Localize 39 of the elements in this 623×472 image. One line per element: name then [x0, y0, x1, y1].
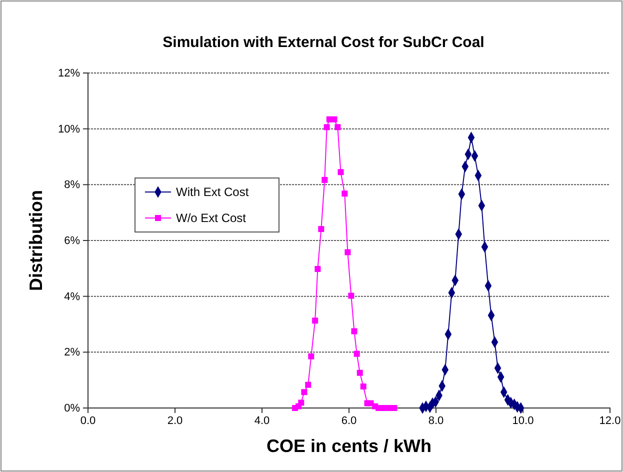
point [348, 292, 354, 299]
point [324, 124, 330, 130]
x-tick-label: 6.0 [341, 414, 357, 427]
y-tick-label: 6% [64, 235, 80, 248]
legend-label: W/o Ext Cost [176, 211, 247, 225]
point [351, 328, 358, 334]
point [331, 116, 338, 122]
point [322, 176, 328, 183]
point [338, 169, 344, 176]
point [308, 353, 314, 360]
x-tick-label: 10.0 [512, 414, 534, 427]
point [376, 405, 382, 411]
point [360, 384, 366, 390]
point [342, 190, 348, 197]
y-axis-title: Distribution [26, 190, 46, 291]
x-tick-label: 12.0 [599, 414, 621, 427]
point [334, 124, 341, 130]
y-tick-label: 12% [58, 68, 80, 80]
point [356, 370, 363, 376]
x-tick-label: 2.0 [167, 414, 183, 427]
y-tick-label: 0% [64, 402, 80, 415]
x-tick-label: 4.0 [254, 414, 270, 427]
y-tick-label: 10% [58, 123, 80, 136]
point [344, 249, 351, 256]
x-axis-title: COE in cents / kWh [266, 436, 432, 456]
y-tick-label: 4% [64, 290, 80, 303]
point [312, 318, 318, 324]
point [301, 389, 308, 396]
x-tick-label: 8.0 [428, 414, 444, 427]
point [318, 226, 324, 232]
y-tick-label: 2% [64, 346, 80, 359]
chart-title: Simulation with External Cost for SubCr Coal [162, 34, 484, 51]
legend-label: With Ext Cost [176, 185, 250, 199]
point [354, 350, 360, 357]
x-tick-label: 0.0 [80, 414, 96, 427]
point [305, 382, 312, 388]
point [298, 400, 304, 406]
point [314, 266, 321, 272]
y-tick-label: 8% [64, 179, 80, 192]
